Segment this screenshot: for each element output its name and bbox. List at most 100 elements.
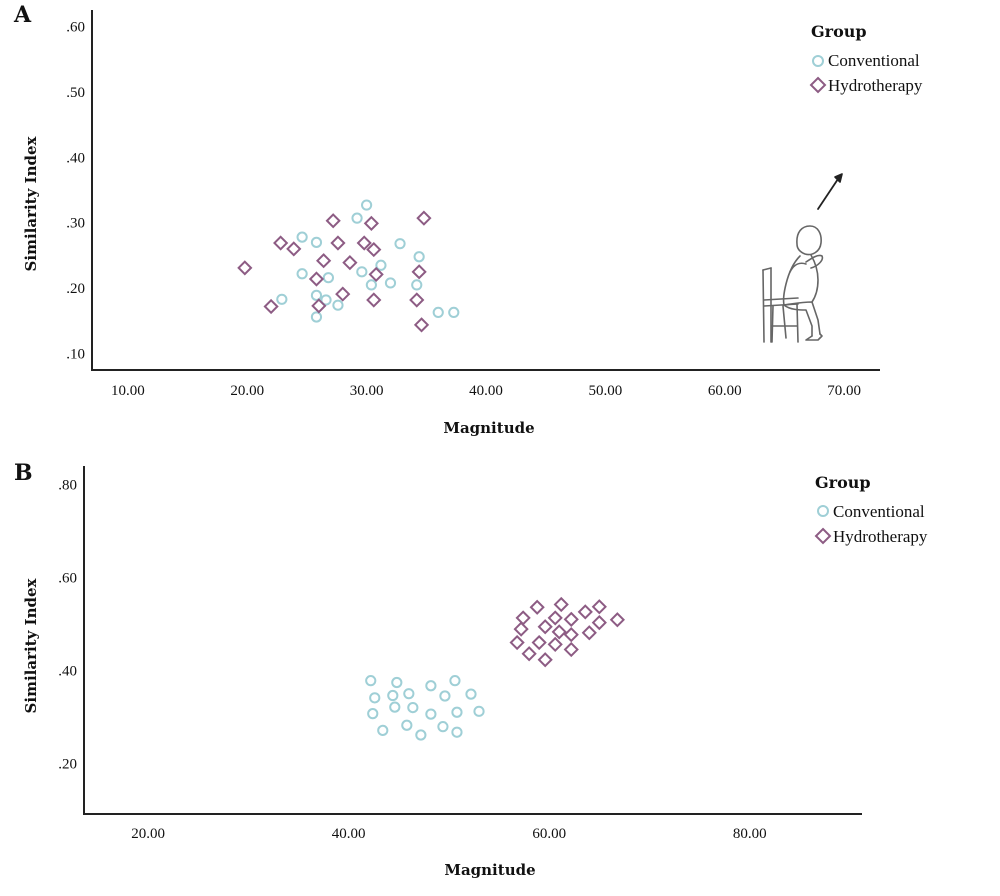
panel-b-y-tick-label: .60 [58,571,77,587]
panel-a-legend-hydrotherapy: Hydrotherapy [828,76,923,95]
conventional-point [411,279,423,291]
panel-a-y-ticks: .10 .20 .30 .40 .50 .60 [66,19,85,362]
hydrotherapy-point [335,286,351,302]
hydrotherapy-point [237,260,253,276]
hydrotherapy-point [413,317,430,333]
conventional-point [320,294,332,306]
hydrotherapy-point [591,599,607,615]
hydrotherapy-point [342,255,358,271]
conventional-point [375,259,387,271]
conventional-point [407,702,419,714]
conventional-point [415,729,427,741]
panel-b-legend-diamond-marker [814,527,832,545]
conventional-point [394,238,406,250]
panel-b-axes [83,466,862,815]
panel-a-x-tick-label: 20.00 [230,383,264,399]
hydrotherapy-point [330,235,346,251]
hydrotherapy-point [577,604,593,620]
panel-a-x-tick-label: 50.00 [589,383,623,399]
hydrotherapy-point [263,298,279,315]
panel-b-legend-hydrotherapy: Hydrotherapy [833,527,928,546]
panel-b-y-ticks: .20 .40 .60 .80 [58,478,77,773]
panel-a-x-axis-title: Magnitude [443,419,534,437]
conventional-point [439,690,451,702]
panel-a-legend-circle-marker [812,55,824,67]
panel-a-legend-title: Group [811,22,867,41]
hydrotherapy-point [366,241,382,258]
conventional-point [448,306,460,318]
conventional-point [473,705,485,717]
conventional-point [384,277,397,289]
panel-b-legend: Group Conventional Hydrotherapy [814,473,928,546]
conventional-point [351,212,363,224]
conventional-point [296,268,308,280]
conventional-point [449,675,461,687]
hydrotherapy-point [356,235,372,251]
hydrotherapy-point [547,610,563,626]
panel-b-x-ticks: 20.00 40.00 60.00 80.00 [131,826,766,842]
panel-b-legend-circle-marker [817,505,829,517]
hydrotherapy-point [563,627,579,643]
hydrotherapy-point [531,634,547,651]
hydrotherapy-point [416,210,432,226]
conventional-point [356,266,368,278]
hydrotherapy-point [366,292,382,308]
conventional-point [391,676,403,689]
hydrotherapy-point [308,271,325,287]
conventional-point [425,680,437,692]
conventional-point [361,199,373,211]
panel-b-y-tick-label: .20 [58,756,77,772]
conventional-point [310,289,323,301]
hydrotherapy-point [325,213,341,229]
conventional-point [465,688,477,700]
conventional-point [425,708,437,720]
hydrotherapy-point [515,610,531,626]
conventional-point [401,719,413,731]
panel-a-y-tick-label: .40 [66,150,85,166]
panel-b-legend-title: Group [815,473,871,492]
panel-a-label: A [13,2,32,28]
hydrotherapy-point [591,614,607,631]
hydrotherapy-point [581,625,597,641]
hydrotherapy-point [547,636,563,653]
conventional-point [387,689,399,702]
panel-a-x-tick-label: 70.00 [827,383,861,399]
conventional-point [365,675,377,687]
panel-a-y-tick-label: .10 [66,347,85,363]
conventional-point [322,272,334,284]
conventional-point [413,251,425,263]
conventional-point [310,236,323,248]
hydrotherapy-point [551,624,567,640]
panel-a-points [237,199,460,333]
hydrotherapy-point [311,298,327,314]
hydrotherapy-point [273,235,289,251]
conventional-point [367,708,379,720]
person-standing-from-chair-icon [762,173,843,343]
hydrotherapy-point [368,266,384,283]
panel-a-x-tick-label: 60.00 [708,383,742,399]
panel-a-x-tick-label: 10.00 [111,383,145,399]
hydrotherapy-point [537,652,553,668]
panel-a-legend: Group Conventional Hydrotherapy [809,22,923,95]
hydrotherapy-point [411,264,427,280]
conventional-point [332,299,344,311]
conventional-point [451,726,463,738]
panel-a-y-tick-label: .30 [66,216,85,232]
conventional-point [437,721,449,733]
panel-b-x-tick-label: 20.00 [131,826,165,842]
hydrotherapy-point [409,292,425,308]
panel-a-legend-conventional: Conventional [828,51,920,70]
conventional-point [451,706,463,718]
panel-a-y-axis-title: Similarity Index [22,136,40,272]
panel-a-y-tick-label: .20 [66,281,85,297]
panel-b-y-tick-label: .40 [58,663,77,679]
hydrotherapy-point [513,621,529,637]
hydrotherapy-point [537,619,553,635]
panel-b-x-tick-label: 60.00 [532,826,566,842]
conventional-point [365,279,377,291]
conventional-point [389,701,401,713]
panel-a-x-ticks: 10.00 20.00 30.00 40.00 50.00 60.00 70.00 [111,383,861,399]
panel-b-x-tick-label: 80.00 [733,826,767,842]
conventional-point [310,311,323,323]
